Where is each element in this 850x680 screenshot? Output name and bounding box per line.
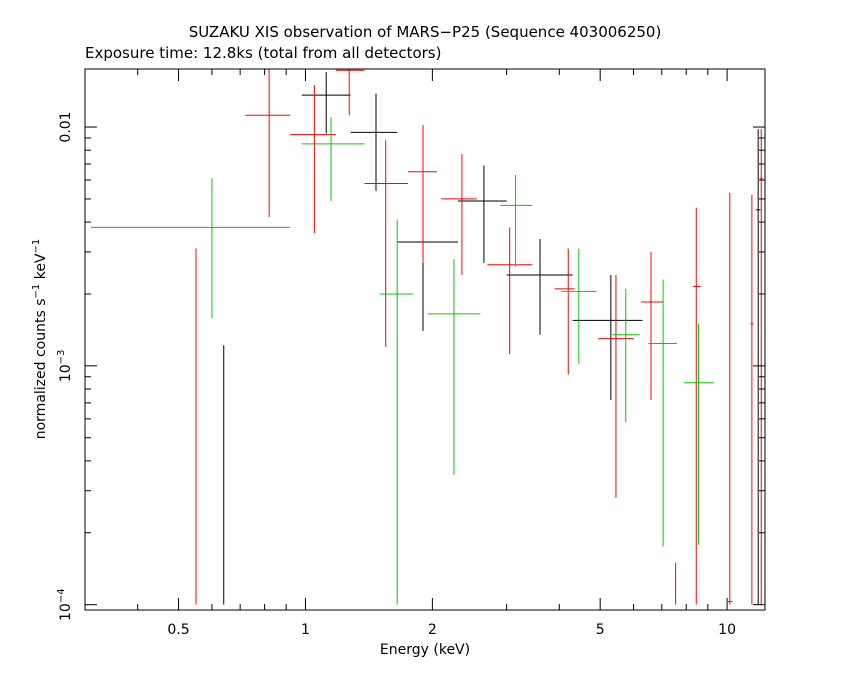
y-axis-label-exp2: −1 — [31, 239, 42, 254]
data-point — [487, 227, 533, 355]
data-point — [290, 84, 336, 234]
data-point — [457, 165, 507, 263]
x-axis: 0.5 1 2 5 10 — [84, 69, 736, 638]
y-tick-label-exp: −3 — [56, 350, 67, 365]
y-tick-label: 10−3 — [56, 350, 74, 383]
x-tick-label: 1 — [301, 622, 310, 638]
y-tick-label-base: 10 — [58, 364, 74, 382]
data-point — [441, 154, 477, 276]
y-axis-label-mid: keV — [33, 253, 49, 284]
data-point — [612, 288, 640, 423]
x-tick-label: 10 — [718, 622, 736, 638]
x-tick-label: 5 — [596, 622, 605, 638]
data-point — [572, 275, 643, 400]
data-point — [301, 117, 365, 202]
data-point — [598, 275, 634, 498]
series-2 — [91, 117, 714, 605]
data-point — [245, 69, 291, 218]
data-point — [379, 219, 414, 605]
data-point — [692, 207, 701, 605]
y-tick-label: 10−4 — [56, 588, 74, 621]
data-point — [648, 279, 677, 547]
data-point — [641, 251, 664, 400]
data-point — [91, 178, 291, 319]
y-axis-label-exp1: −1 — [31, 284, 42, 299]
y-axis: 10−410−30.01 — [56, 111, 765, 621]
y-tick-label-exp: −4 — [56, 588, 67, 603]
chart-subtitle: Exposure time: 12.8ks (total from all de… — [85, 44, 441, 62]
data-point — [500, 174, 533, 267]
data-point — [728, 192, 733, 605]
data-point — [561, 248, 597, 364]
y-tick-label: 0.01 — [58, 111, 74, 142]
y-axis-label-base: normalized counts s — [33, 298, 49, 439]
y-axis-label: normalized counts s−1 keV−1 — [31, 239, 49, 440]
data-point — [750, 194, 754, 605]
data-point — [301, 72, 351, 134]
data-point — [407, 124, 437, 263]
data-point — [397, 194, 458, 331]
y-tick-label-base: 10 — [58, 603, 74, 621]
x-tick-label: 0.5 — [167, 622, 189, 638]
data-point — [427, 259, 481, 475]
data-point — [350, 93, 398, 191]
data-point — [554, 248, 575, 375]
chart-title: SUZAKU XIS observation of MARS−P25 (Sequ… — [189, 23, 662, 41]
data-point — [683, 323, 714, 545]
data-point — [364, 140, 408, 347]
data-point — [755, 129, 761, 605]
data-layer — [91, 69, 763, 605]
x-axis-label: Energy (keV) — [380, 642, 470, 658]
data-point — [759, 129, 763, 605]
series-1 — [195, 69, 763, 605]
plot-frame — [84, 68, 766, 611]
data-point — [506, 238, 573, 335]
x-tick-label: 2 — [428, 622, 437, 638]
data-point — [335, 69, 365, 116]
series-0 — [223, 72, 761, 605]
